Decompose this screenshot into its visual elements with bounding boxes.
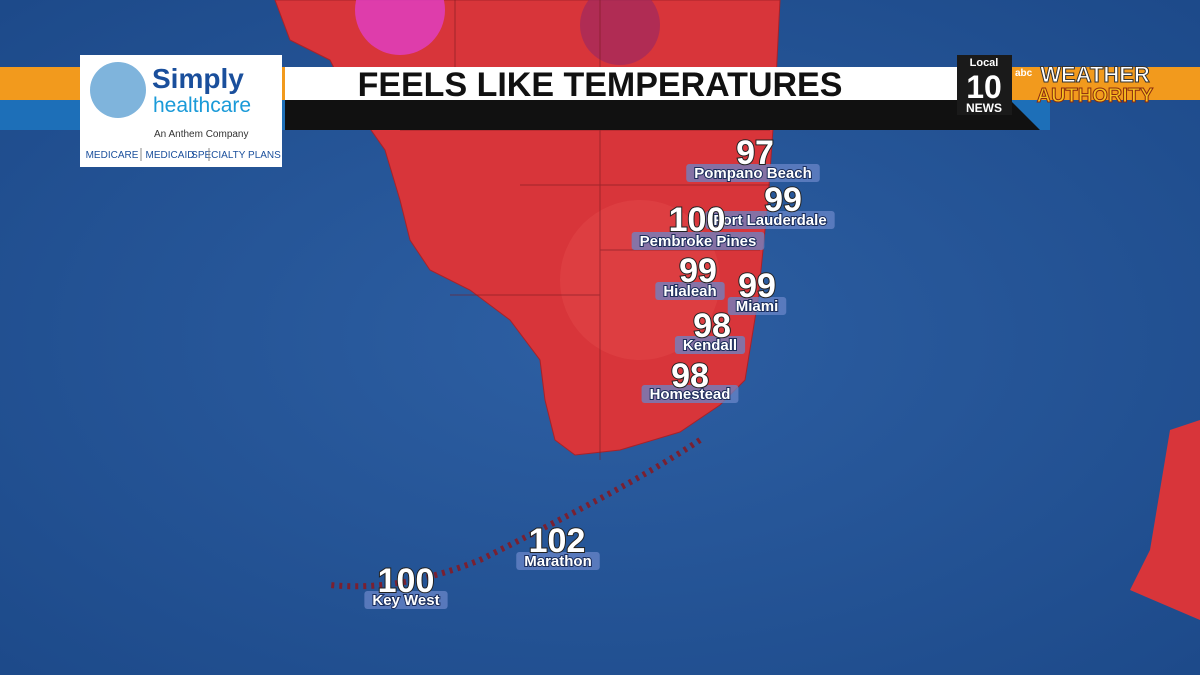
temperature: 100 <box>378 562 435 600</box>
sponsor-logo <box>90 62 146 118</box>
temperature: 99 <box>679 252 717 290</box>
city-name: Kendall <box>683 337 737 354</box>
brand: WEATHER <box>1040 62 1150 87</box>
sponsor-name: Simply <box>152 63 244 94</box>
station-network: abc <box>1015 68 1033 79</box>
city-pill <box>655 282 725 300</box>
city-pill <box>674 336 746 354</box>
city-pill <box>631 232 765 250</box>
florida-keys <box>329 437 702 590</box>
temperature: 99 <box>764 181 802 219</box>
title: FEELS LIKE TEMPERATURES <box>358 66 843 104</box>
bahamas <box>1130 420 1200 620</box>
sponsor-plan: SPECIALTY PLANS <box>191 150 281 161</box>
city-pill <box>727 297 787 315</box>
city-name: Hialeah <box>663 283 716 300</box>
station-number: 10 <box>966 69 1002 105</box>
city-name: Homestead <box>650 386 731 403</box>
temperature: 100 <box>669 201 726 239</box>
city-pill <box>364 591 448 609</box>
station-news: NEWS <box>966 101 1002 115</box>
city-pill <box>686 164 820 182</box>
temperature: 99 <box>738 267 776 305</box>
temperature: 102 <box>529 522 586 560</box>
city-name: Pembroke Pines <box>640 233 757 250</box>
brand: AUTHORITY <box>1037 85 1154 107</box>
city-pill <box>516 552 600 570</box>
sponsor-name: healthcare <box>153 94 251 117</box>
city-pill <box>641 385 739 403</box>
sponsor-tagline: An Anthem Company <box>154 129 249 140</box>
city-pill <box>705 211 835 229</box>
title-band <box>285 67 965 100</box>
city-name: Marathon <box>524 553 592 570</box>
city-name: Key West <box>372 592 439 609</box>
title-underband <box>285 100 1040 130</box>
temperature: 98 <box>693 307 731 345</box>
heat-spot <box>355 0 445 55</box>
city-name: Fort Lauderdale <box>713 212 826 229</box>
city-name: Miami <box>736 298 779 315</box>
sponsor-plan: MEDICAID <box>146 150 195 161</box>
temperature: 97 <box>736 134 774 172</box>
station-logo <box>957 55 1012 115</box>
station-local: Local <box>970 57 999 69</box>
temperature: 98 <box>671 357 709 395</box>
city-name: Pompano Beach <box>694 165 812 182</box>
sponsor-plan: MEDICARE <box>86 150 139 161</box>
